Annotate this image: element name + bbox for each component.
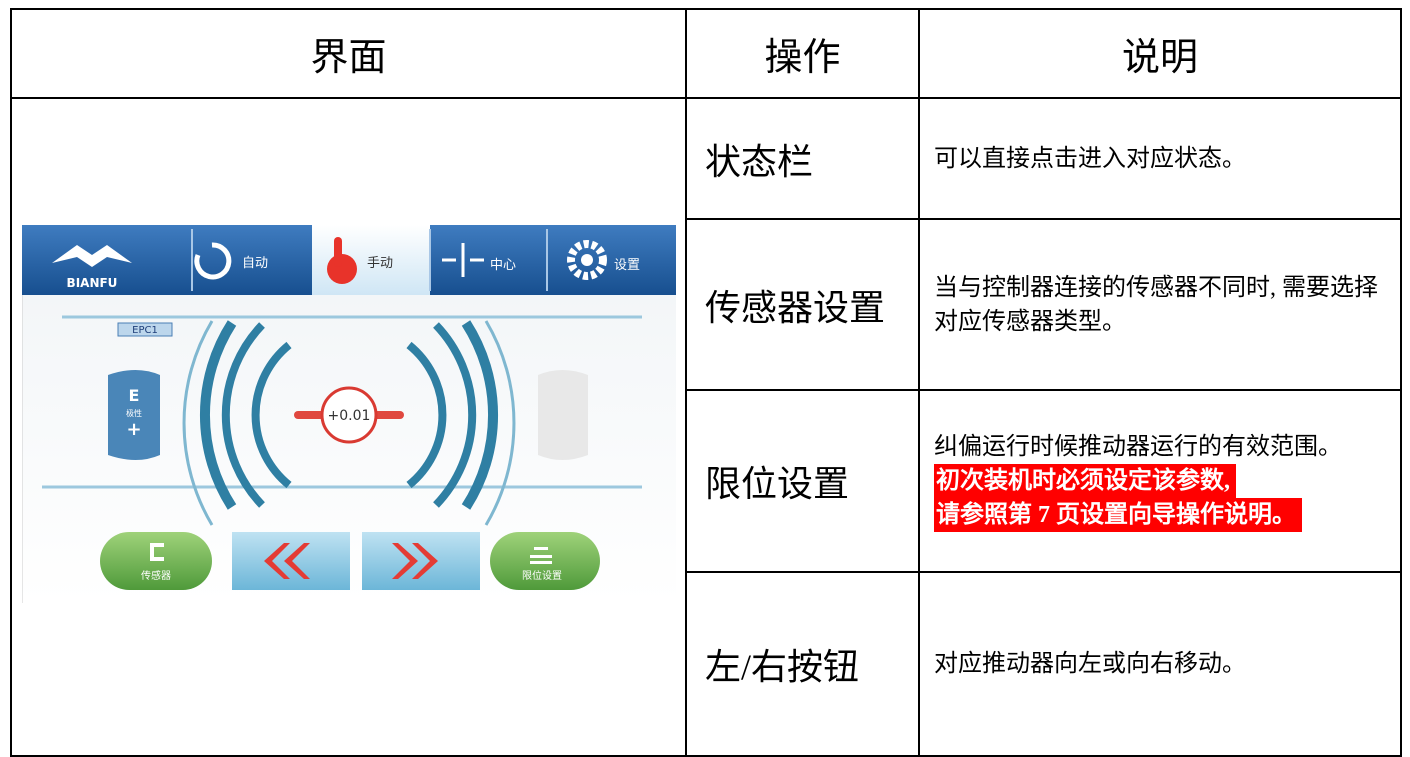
operation-cell: 状态栏 [685,97,920,220]
polarity-label: 极性 [126,408,142,418]
logo-icon [52,245,132,267]
polarity-sign: + [126,419,141,440]
header-text: 界面 [310,35,387,79]
channel-label: EPC1 [132,325,158,336]
tab-label[interactable]: 中心 [490,258,516,273]
tab-label[interactable]: 设置 [614,258,640,273]
description-cell: 当与控制器连接的传感器不同时, 需要选择对应传感器类型。 [918,218,1402,391]
header-cell: 界面 [10,8,687,99]
settings-icon [567,240,607,280]
highlight-text: 初次装机时必须设定该参数, [934,464,1236,498]
manual-icon [334,237,342,267]
description-text: 可以直接点击进入对应状态。 [934,145,1246,172]
left-chevrons [264,543,310,579]
description-cell: 可以直接点击进入对应状态。 [918,97,1402,220]
offset-circle [320,386,378,444]
button-label: 限位设置 [522,569,562,582]
right-button[interactable] [362,532,480,590]
screenshot: BIANFU 自动 手动 中心 设置 EPC1 +0.01 E 极性 + 传感器… [22,225,676,603]
operation-cell: 传感器设置 [685,218,920,391]
polarity-tab-disabled [538,370,588,460]
center-icon [442,243,484,277]
tab-dividers [191,229,548,291]
operation-text: 传感器设置 [705,287,886,328]
operation-text: 状态栏 [705,141,814,182]
tab-label[interactable]: 手动 [367,256,393,271]
page: 界面 操作 说明 状态栏 可以直接点击进入对应状态。 传感器设置 当与控制器连接的传感… [10,8,1402,757]
description-text: 当与控制器连接的传感器不同时, 需要选择对应传感器类型。 [934,274,1378,335]
description-cell: 纠偏运行时候推动器运行的有效范围。初次装机时必须设定该参数, 请参照第 7 页设置… [918,389,1402,573]
highlight-text: 请参照第 7 页设置向导操作说明。 [934,498,1302,532]
operation-text: 左/右按钮 [705,647,860,687]
sensor-icon [150,543,164,561]
operation-text: 限位设置 [705,464,850,504]
right-chevrons [392,543,438,579]
description-text: 对应推动器向左或向右移动。 [934,651,1246,677]
tab-label[interactable]: 自动 [242,256,268,271]
auto-icon [194,242,232,280]
header-text: 操作 [764,35,841,79]
operation-cell: 限位设置 [685,389,920,573]
sensor-arcs [182,320,516,526]
description-cell: 对应推动器向左或向右移动。 [918,571,1402,757]
offset-value: +0.01 [328,408,371,424]
polarity-tab[interactable] [108,370,160,460]
operation-cell: 左/右按钮 [685,571,920,757]
limit-icon [530,547,552,564]
button-label: 传感器 [141,569,171,582]
header-cell: 说明 [918,8,1402,99]
header-cell: 操作 [685,8,920,99]
settings-icon [581,254,593,266]
channel-box [117,322,173,337]
description-text: 纠偏运行时候推动器运行的有效范围。 [934,434,1342,460]
logo-text: BIANFU [67,276,118,290]
polarity-letter: E [129,386,140,405]
header-text: 说明 [1121,35,1198,79]
